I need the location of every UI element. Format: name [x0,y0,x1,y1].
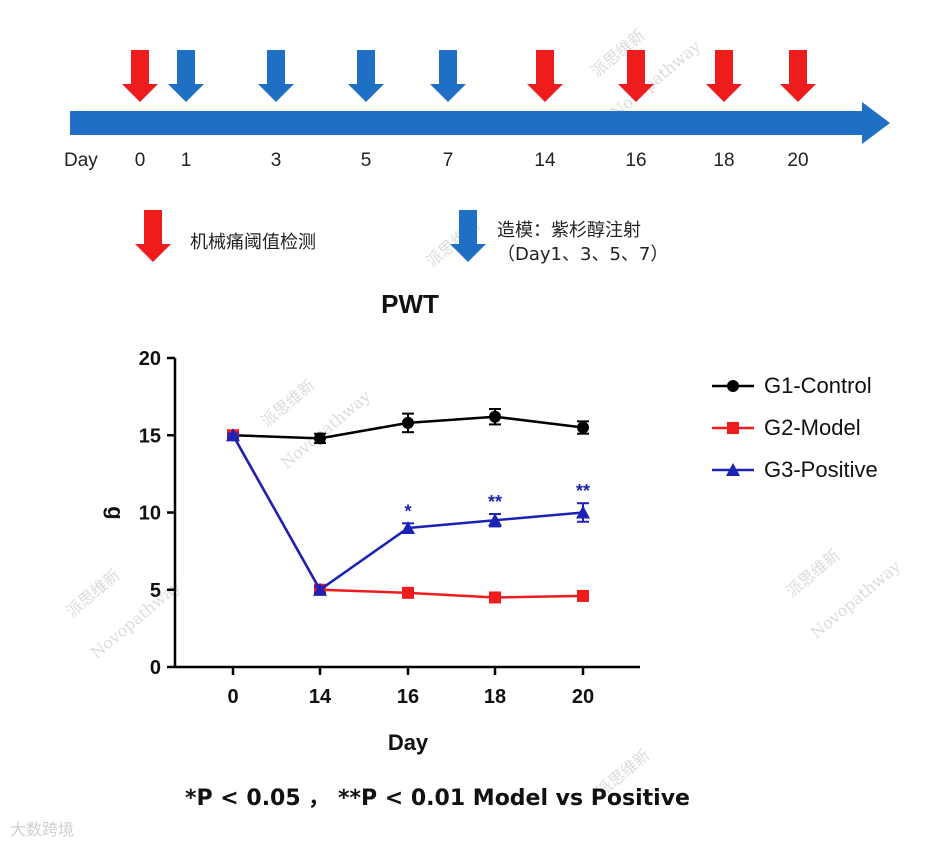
timeline-bar [70,111,865,135]
timeline-tick-14: 14 [534,150,556,171]
legend-red-text: 机械痛阈值检测 [190,232,316,253]
blue-arrow-day-7 [430,50,466,102]
legend-blue-text: 造模：紫杉醇注射 [497,220,641,241]
y-tick-label: 20 [139,348,161,370]
data-point-circle [402,416,414,429]
data-point-triangle [401,520,415,534]
legend-item-positive: G3-Positive [710,449,878,491]
timeline-tick-5: 5 [360,150,372,171]
legend-item-model: G2-Model [710,407,878,449]
blue-arrow-day-1 [168,50,204,102]
legend-marker-model [712,422,754,434]
timeline-tick-0: 0 [134,150,146,171]
timeline-tick-20: 20 [787,150,809,171]
data-point-triangle [313,582,327,596]
data-point-circle [489,410,501,423]
data-point-circle [577,421,589,434]
blue-arrow-day-5 [348,50,384,102]
data-point-triangle [488,513,502,527]
x-tick-label: 16 [397,686,419,708]
timeline-tick-16: 16 [625,150,647,171]
x-tick-label: 18 [484,686,506,708]
y-tick-label: 0 [150,657,161,679]
red-arrow-day-20 [780,50,816,102]
legend-label-model: G2-Model [764,415,861,440]
data-point-triangle [226,428,240,442]
legend-blue-subtext: （Day1、3、5、7） [497,244,669,265]
y-axis-label: g [103,506,128,520]
corner-watermark: 大数跨境 [10,820,75,839]
significance-annotation: ** [488,492,502,512]
timeline-graphic [70,50,890,262]
y-tick-label: 10 [139,503,161,525]
x-tick-label: 14 [309,686,332,708]
data-point-square [402,586,414,599]
data-point-square [577,589,589,602]
legend-marker-control [712,380,754,392]
blue-arrow-day-3 [258,50,294,102]
timeline-tick-18: 18 [713,150,735,171]
y-tick-label: 15 [139,425,161,447]
data-point-circle [314,432,326,445]
legend-blue-arrow [450,210,486,262]
timeline-tick-3: 3 [270,150,282,171]
x-tick-label: 0 [227,686,238,708]
red-arrow-day-14 [527,50,563,102]
data-point-triangle [576,505,590,519]
chart-title: PWT [381,289,439,319]
significance-annotation: ** [576,481,590,501]
x-tick-label: 20 [572,686,594,708]
timeline-arrowhead [862,102,890,144]
significance-annotation: * [404,501,411,521]
legend-label-control: G1-Control [764,373,872,398]
legend-label-positive: G3-Positive [764,457,878,482]
timeline-tick-7: 7 [442,150,454,171]
timeline-tick-1: 1 [180,150,192,171]
y-tick-label: 5 [150,580,161,602]
significance-footnote: *P < 0.05 ， **P < 0.01 Model vs Positive [185,786,690,811]
x-axis-label: Day [387,730,429,755]
legend-marker-positive [712,463,754,476]
chart-legend: G1-Control G2-Model G3-Positive [710,365,878,491]
legend-red-arrow [135,210,171,262]
timeline-day-label: Day [64,150,98,171]
red-arrow-day-16 [618,50,654,102]
red-arrow-day-0 [122,50,158,102]
red-arrow-day-18 [706,50,742,102]
data-point-square [489,591,501,604]
legend-item-control: G1-Control [710,365,878,407]
